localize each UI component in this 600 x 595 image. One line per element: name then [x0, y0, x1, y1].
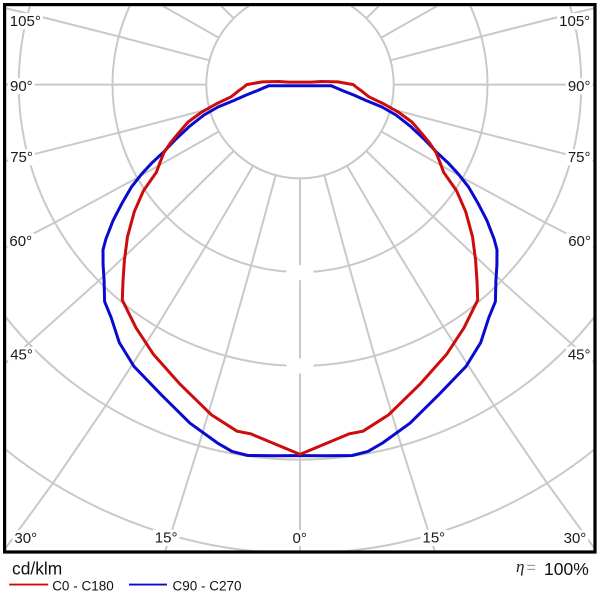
svg-text:105°: 105° — [559, 13, 590, 30]
svg-text:30°: 30° — [14, 530, 37, 547]
svg-text:C0 - C180: C0 - C180 — [52, 578, 114, 593]
svg-text:60°: 60° — [9, 233, 32, 250]
svg-text:C90 - C270: C90 - C270 — [173, 578, 242, 593]
svg-text:90°: 90° — [568, 78, 591, 95]
svg-text:90°: 90° — [10, 78, 33, 95]
svg-text:45°: 45° — [568, 347, 591, 364]
svg-text:30°: 30° — [564, 530, 587, 547]
svg-text:75°: 75° — [568, 149, 591, 166]
svg-text:105°: 105° — [10, 13, 41, 30]
svg-text:cd/klm: cd/klm — [12, 559, 62, 579]
svg-text:=: = — [527, 560, 536, 577]
svg-text:60°: 60° — [568, 233, 591, 250]
svg-text:15°: 15° — [155, 530, 178, 547]
svg-text:45°: 45° — [10, 347, 33, 364]
svg-text:0°: 0° — [293, 530, 307, 547]
svg-text:15°: 15° — [423, 530, 446, 547]
svg-text:100%: 100% — [544, 559, 589, 579]
svg-text:75°: 75° — [10, 149, 33, 166]
svg-text:η: η — [516, 557, 524, 576]
